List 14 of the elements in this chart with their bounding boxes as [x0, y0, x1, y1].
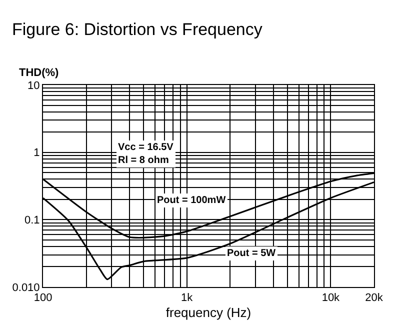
x-tick-label: 20k [365, 292, 384, 304]
y-tick-label: 0.010 [12, 282, 40, 294]
x-tick-label: 10k [322, 292, 340, 304]
x-tick-label: 1k [181, 292, 194, 304]
y-axis-title: THD(%) [19, 67, 60, 79]
y-tick-label: 10 [28, 80, 40, 92]
annotation: Vcc = 16.5V Rl = 8 ohm [118, 142, 174, 166]
y-tick-label: 1 [34, 147, 40, 160]
x-tick-label: 100 [34, 292, 52, 304]
chart-title: Figure 6: Distortion vs Frequency [12, 20, 263, 39]
annotation: Pout = 5W [227, 248, 276, 259]
y-tick-label: 0.1 [24, 214, 40, 227]
x-axis-title: frequency (Hz) [166, 304, 252, 320]
annotation: Pout = 100mW [157, 195, 226, 206]
